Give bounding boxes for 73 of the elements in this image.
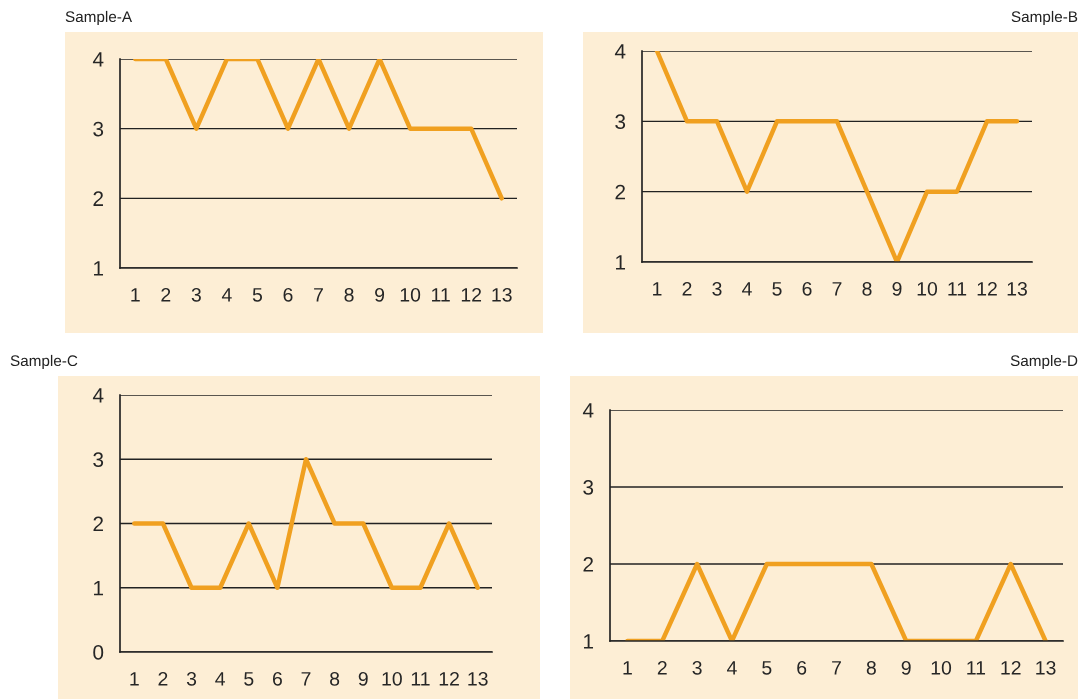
x-tick-label: 10: [400, 287, 421, 302]
y-tick-label: 4: [582, 403, 594, 418]
x-tick-label: 4: [727, 661, 737, 675]
x-tick-label: 11: [411, 672, 430, 686]
x-tick-label: 12: [1001, 660, 1021, 675]
x-tick-label: 5: [762, 661, 772, 675]
y-tick-label: 1: [94, 261, 104, 276]
y-tick-label: 2: [615, 184, 625, 200]
x-tick-label: 1: [131, 288, 140, 302]
x-tick-label: 2: [682, 281, 692, 296]
y-tick-label: 1: [616, 255, 626, 270]
y-tick-label: 3: [615, 114, 626, 130]
y-tick-label: 3: [583, 480, 594, 495]
x-tick-label: 9: [901, 660, 911, 675]
x-tick-label: 4: [221, 288, 232, 302]
x-tick-label: 8: [866, 660, 876, 675]
x-tick-label: 7: [832, 661, 841, 675]
x-tick-label: 6: [283, 287, 293, 302]
chart-title: Sample-D: [1010, 354, 1078, 370]
x-tick-label: 4: [742, 282, 752, 296]
x-tick-label: 6: [797, 660, 807, 675]
x-tick-label: 8: [330, 671, 340, 686]
x-tick-label: 11: [432, 288, 450, 302]
x-tick-label: 10: [382, 671, 402, 686]
x-tick-label: 13: [468, 671, 488, 686]
chart-title: Sample-A: [65, 10, 133, 26]
chart-title: Sample-C: [10, 354, 78, 370]
x-tick-label: 9: [358, 671, 368, 686]
x-tick-label: 11: [967, 661, 986, 675]
y-tick-label: 1: [584, 634, 594, 649]
x-tick-label: 5: [772, 282, 782, 296]
y-tick-label: 2: [93, 516, 103, 532]
y-tick-label: 4: [92, 388, 104, 403]
x-tick-label: 7: [832, 282, 842, 296]
x-tick-label: 2: [657, 660, 667, 675]
x-tick-label: 4: [215, 672, 225, 686]
y-tick-label: 4: [614, 44, 626, 59]
y-tick-label: 2: [583, 557, 593, 572]
x-tick-label: 1: [653, 282, 662, 296]
x-tick-label: 2: [158, 671, 168, 686]
x-tick-label: 12: [461, 287, 482, 302]
x-tick-label: 13: [1036, 660, 1056, 675]
x-tick-label: 2: [161, 287, 171, 302]
y-tick-label: 2: [93, 191, 103, 206]
x-tick-label: 3: [191, 287, 201, 302]
x-tick-label: 3: [186, 671, 197, 686]
x-tick-label: 6: [272, 671, 282, 686]
x-tick-label: 7: [301, 672, 311, 686]
y-tick-label: 3: [93, 452, 104, 467]
x-tick-label: 8: [344, 287, 354, 302]
chart-title: Sample-B: [1011, 10, 1078, 26]
y-tick-label: 1: [94, 580, 104, 596]
x-tick-label: 3: [692, 660, 702, 675]
x-tick-label: 7: [314, 288, 323, 302]
x-tick-label: 8: [862, 281, 872, 296]
x-tick-label: 10: [917, 281, 938, 296]
x-tick-label: 5: [244, 672, 254, 686]
x-tick-label: 13: [1007, 281, 1027, 296]
x-tick-label: 5: [252, 288, 263, 302]
y-tick-label: 3: [93, 121, 104, 137]
x-tick-label: 13: [492, 287, 512, 302]
x-tick-label: 1: [130, 672, 139, 686]
line-series: [654, 51, 1020, 262]
x-tick-label: 12: [977, 281, 997, 296]
x-tick-label: 9: [892, 281, 902, 296]
x-tick-label: 10: [931, 660, 952, 675]
x-tick-label: 3: [712, 281, 722, 296]
x-tick-label: 12: [439, 671, 459, 686]
x-tick-label: 6: [802, 281, 812, 296]
x-tick-label: 11: [948, 282, 967, 296]
x-tick-label: 9: [375, 287, 385, 302]
y-tick-label: 0: [93, 645, 104, 660]
y-tick-label: 4: [92, 52, 104, 67]
